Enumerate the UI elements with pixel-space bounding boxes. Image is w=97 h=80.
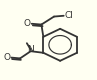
Text: O: O — [24, 19, 31, 28]
Text: Cl: Cl — [65, 11, 73, 20]
Text: O: O — [3, 53, 10, 62]
Text: N: N — [27, 45, 34, 54]
